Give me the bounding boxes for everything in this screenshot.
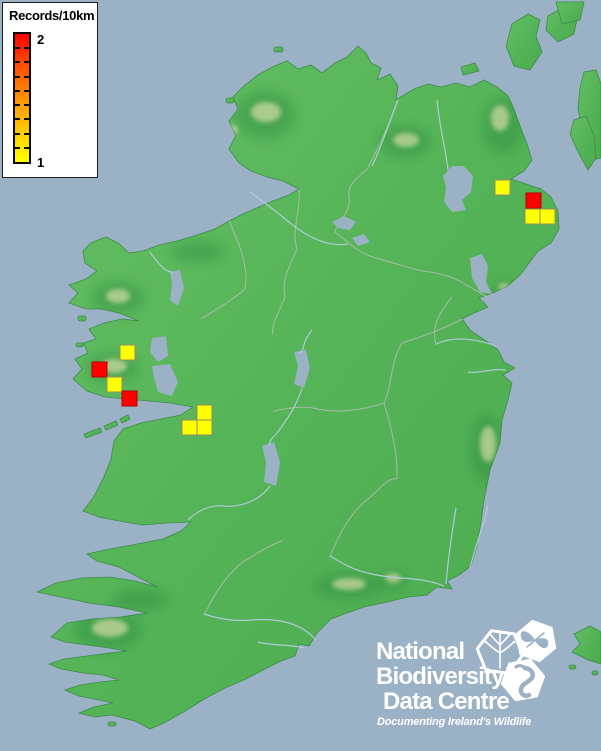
- wales-coast: [568, 625, 601, 676]
- legend-tick: [15, 89, 20, 92]
- scotland-islands: [460, 1, 601, 171]
- rivers: [149, 99, 507, 649]
- grid-square[interactable]: [494, 179, 511, 196]
- legend-tick: [15, 146, 20, 149]
- grid-square[interactable]: [196, 404, 213, 421]
- grid-square[interactable]: [106, 376, 123, 393]
- grid-square[interactable]: [524, 208, 541, 225]
- legend-min-label: 1: [37, 155, 45, 170]
- legend-tick: [24, 104, 29, 107]
- legend-max-label: 2: [37, 32, 45, 47]
- legend-tick: [15, 61, 20, 64]
- grid-square[interactable]: [196, 419, 213, 436]
- legend-tick: [15, 104, 20, 107]
- logo-hexagons: [475, 619, 557, 702]
- legend-tick: [15, 132, 20, 135]
- butterfly-hexagon-icon: [515, 619, 557, 663]
- lough-neagh: [443, 166, 473, 212]
- grid-square[interactable]: [121, 390, 138, 407]
- seahorse-hexagon-icon: [500, 658, 546, 702]
- grid-square[interactable]: [119, 344, 136, 361]
- legend-tick: [24, 118, 29, 121]
- logo-tagline: Documenting Ireland's Wildlife: [377, 716, 532, 728]
- legend-tick: [24, 89, 29, 92]
- grid-square[interactable]: [91, 361, 108, 378]
- legend-tick: [15, 47, 20, 50]
- legend-panel: Records/10km 2 1: [2, 2, 98, 178]
- logo-line-1: National: [376, 638, 465, 665]
- grid-square[interactable]: [539, 208, 556, 225]
- legend-tick: [15, 75, 20, 78]
- legend-tick: [24, 61, 29, 64]
- county-boundaries: [200, 100, 488, 616]
- legend-tick: [24, 47, 29, 50]
- lakes: [150, 166, 492, 486]
- nbdc-logo: National Biodiversity Data Centre Docume…: [376, 639, 531, 728]
- ireland-landmass: [36, 45, 560, 730]
- grid-square[interactable]: [181, 419, 198, 436]
- legend-title: Records/10km: [9, 8, 95, 23]
- legend-tick: [24, 75, 29, 78]
- strangford-lough: [470, 254, 492, 294]
- offshore-islands: [75, 46, 284, 727]
- grid-squares-layer: [91, 179, 556, 436]
- logo-line-3: Data Centre: [383, 688, 510, 715]
- legend-tick: [15, 118, 20, 121]
- legend-gradient-bar: [13, 32, 31, 164]
- logo-line-2: Biodiversity: [376, 663, 505, 690]
- grid-square[interactable]: [525, 192, 542, 209]
- legend-tick: [24, 132, 29, 135]
- legend-tick: [24, 146, 29, 149]
